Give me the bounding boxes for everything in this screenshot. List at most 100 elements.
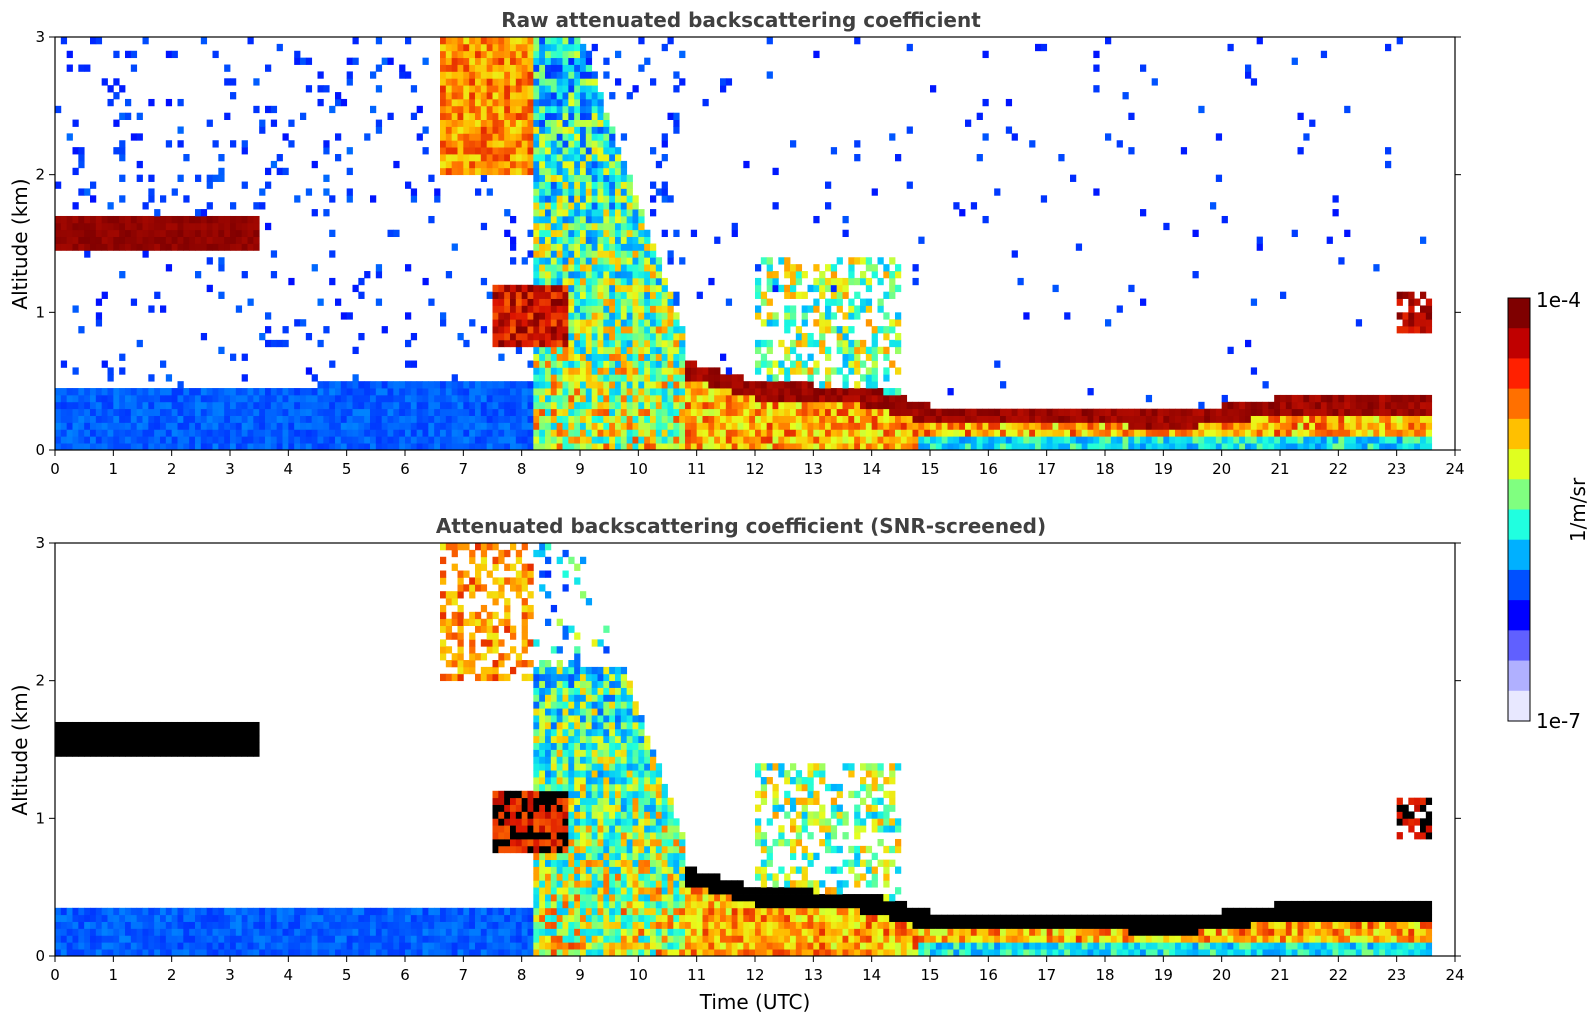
heatmap-cell <box>556 381 563 389</box>
heatmap-cell <box>270 942 278 950</box>
heatmap-cell <box>550 154 558 162</box>
heatmap-cell <box>1373 436 1380 444</box>
heatmap-cell <box>550 360 558 368</box>
heatmap-cell <box>224 388 231 396</box>
heatmap-cell <box>90 749 97 757</box>
heatmap-cell <box>1297 422 1304 430</box>
heatmap-cell <box>848 360 855 368</box>
heatmap-cell <box>276 408 283 416</box>
heatmap-cell <box>895 264 902 272</box>
heatmap-cell <box>136 935 143 943</box>
heatmap-cell <box>807 429 814 437</box>
heatmap-cell <box>527 422 534 430</box>
heatmap-cell <box>475 126 482 134</box>
heatmap-cell <box>498 339 505 348</box>
heatmap-cell <box>673 429 680 437</box>
heatmap-cell <box>1192 436 1199 444</box>
heatmap-cell <box>790 346 797 355</box>
heatmap-cell <box>160 728 167 737</box>
heatmap-cell <box>591 78 598 86</box>
heatmap-cell <box>445 618 453 626</box>
heatmap-cell <box>842 394 849 403</box>
heatmap-cell <box>235 907 243 916</box>
heatmap-cell <box>212 749 219 757</box>
heatmap-cell <box>1081 408 1088 416</box>
heatmap-cell <box>1256 415 1263 423</box>
heatmap-cell <box>550 443 558 450</box>
heatmap-cell <box>545 37 552 45</box>
heatmap-cell <box>1344 401 1351 410</box>
heatmap-cell <box>125 728 132 737</box>
heatmap-cell <box>130 907 138 916</box>
heatmap-cell <box>1011 250 1018 258</box>
heatmap-cell <box>440 625 447 633</box>
heatmap-cell <box>1011 133 1018 141</box>
heatmap-cell <box>1210 415 1217 423</box>
panel-screened-heatmap <box>55 543 1433 956</box>
heatmap-cell <box>918 429 925 437</box>
heatmap-cell <box>533 188 540 196</box>
heatmap-cell <box>300 914 307 922</box>
heatmap-cell <box>585 381 593 389</box>
heatmap-cell <box>55 735 62 744</box>
heatmap-cell <box>504 78 511 86</box>
heatmap-cell <box>685 429 692 437</box>
heatmap-cell <box>90 429 97 437</box>
heatmap-cell <box>165 949 173 956</box>
heatmap-cell <box>539 50 546 59</box>
heatmap-cell <box>515 388 523 396</box>
heatmap-cell <box>1326 236 1333 244</box>
heatmap-cell <box>860 408 867 416</box>
heatmap-cell <box>230 243 237 251</box>
heatmap-cell <box>568 85 575 93</box>
heatmap-cell <box>521 312 528 320</box>
heatmap-cell <box>515 64 523 72</box>
heatmap-cell <box>603 284 610 293</box>
heatmap-cell <box>165 907 173 916</box>
heatmap-cell <box>375 942 383 950</box>
heatmap-cell <box>434 443 441 450</box>
x-tick-label: 13 <box>804 460 823 478</box>
heatmap-cell <box>556 215 563 224</box>
heatmap-cell <box>790 140 797 148</box>
heatmap-cell <box>574 50 581 59</box>
heatmap-cell <box>515 85 523 93</box>
heatmap-cell <box>440 928 447 936</box>
heatmap-cell <box>1280 394 1287 403</box>
heatmap-cell <box>1151 78 1158 86</box>
heatmap-cell <box>66 50 73 59</box>
heatmap-cell <box>790 339 797 348</box>
heatmap-cell <box>562 209 569 217</box>
heatmap-cell <box>638 312 645 320</box>
heatmap-cell <box>393 949 400 956</box>
heatmap-cell <box>568 305 575 313</box>
heatmap-cell <box>457 43 464 52</box>
heatmap-cell <box>877 422 884 430</box>
heatmap-cell <box>749 443 756 450</box>
heatmap-cell <box>521 436 528 444</box>
heatmap-cell <box>568 43 575 52</box>
heatmap-cell <box>422 935 429 943</box>
heatmap-cell <box>253 236 260 244</box>
heatmap-cell <box>160 914 167 922</box>
heatmap-cell <box>673 332 680 341</box>
heatmap-cell <box>1408 422 1415 430</box>
heatmap-cell <box>317 935 324 943</box>
heatmap-cell <box>195 271 202 279</box>
heatmap-cell <box>381 401 388 410</box>
heatmap-cell <box>235 436 243 444</box>
heatmap-cell <box>550 298 558 306</box>
heatmap-cell <box>1186 443 1193 450</box>
heatmap-cell <box>615 443 622 450</box>
heatmap-cell <box>498 57 505 65</box>
heatmap-cell <box>661 394 668 403</box>
heatmap-cell <box>556 105 563 114</box>
heatmap-cell <box>1023 422 1030 430</box>
heatmap-cell <box>78 942 85 950</box>
heatmap-cell <box>1163 408 1170 416</box>
heatmap-cell <box>1367 429 1374 437</box>
heatmap-cell <box>568 112 575 120</box>
heatmap-cell <box>545 339 552 348</box>
heatmap-cell <box>550 43 558 52</box>
heatmap-cell <box>527 415 534 423</box>
